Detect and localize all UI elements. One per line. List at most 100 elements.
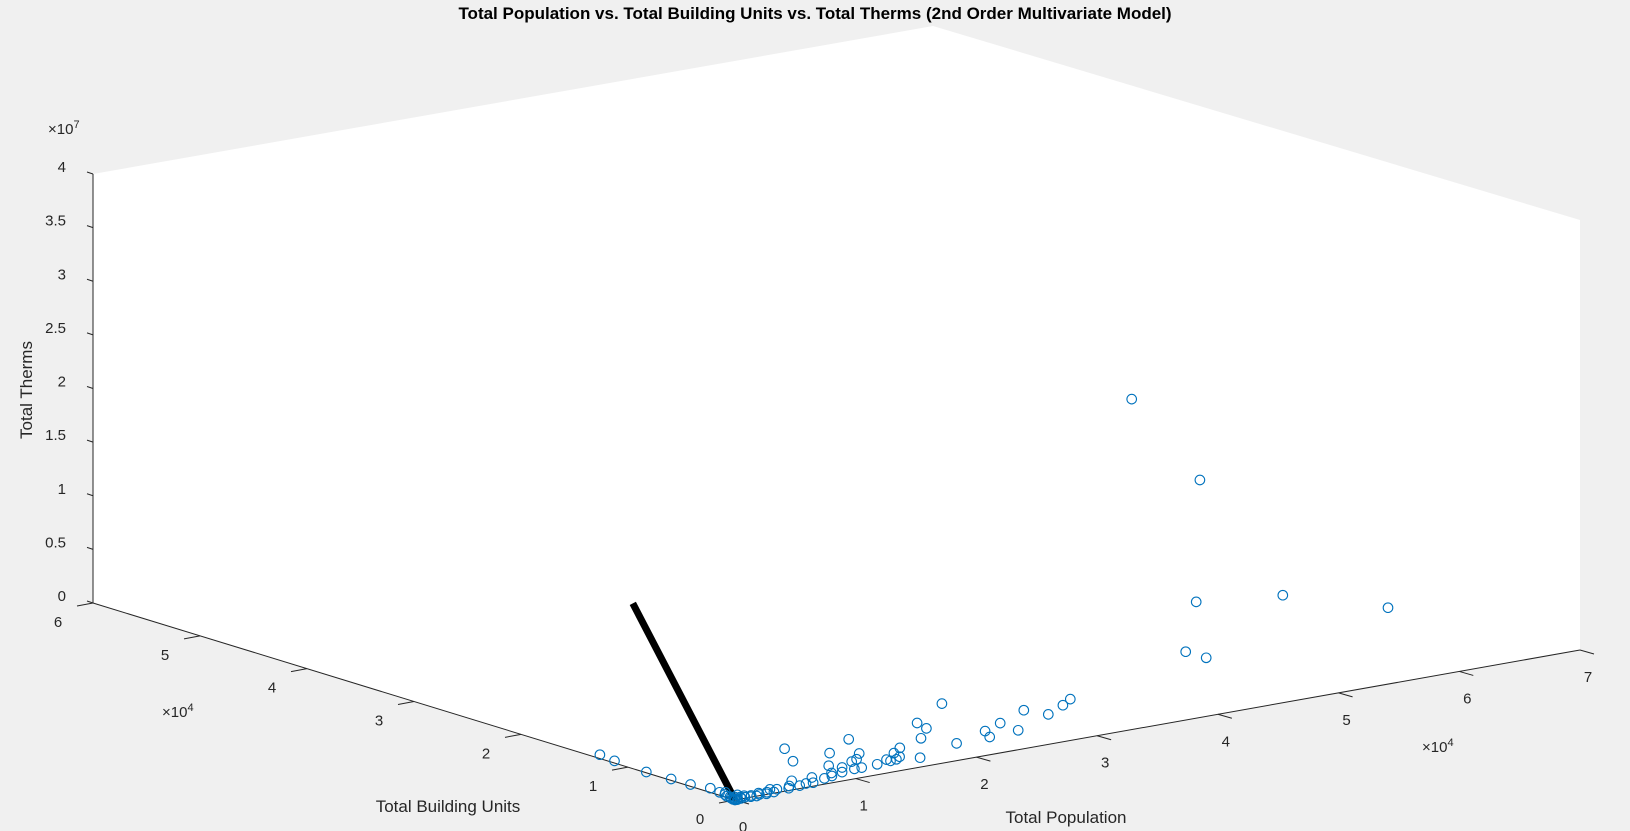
data-point [951,738,962,749]
data-point [911,717,923,729]
data-point [794,780,806,791]
y-tick-label: 1 [589,778,597,795]
y-axis-ticks: 0 1 2 3 4 5 6 [54,602,736,828]
data-point [800,778,812,789]
y-tick-mark [611,766,629,771]
x-tick-mark [1217,713,1232,719]
data-point [685,779,696,790]
data-point [609,755,620,767]
data-point [786,775,798,787]
data-point [824,747,835,759]
data-point [727,793,739,805]
data-point [751,790,763,802]
z-tick-label: 1.5 [45,427,66,444]
x-tick-label: 2 [980,776,988,793]
x-tick-mark [1459,670,1474,676]
x-exponent-label: ×104 [1422,737,1454,756]
y-tick-mark [183,635,201,640]
y-tick-label: 6 [54,614,62,631]
z-tick-label: 3 [58,266,66,283]
data-point [836,762,848,773]
chart-title: Total Population vs. Total Building Unit… [458,4,1171,23]
data-point [881,754,892,765]
x-tick-label: 4 [1222,733,1230,750]
y-tick-label: 0 [696,811,704,828]
y-tick-label: 2 [482,745,490,762]
data-point [771,783,783,795]
z-tick-mark [86,171,94,175]
data-point [779,743,790,755]
z-axis-label: Total Therms [17,341,36,439]
fit-line-layer [629,601,739,802]
z-tick-mark [86,386,94,389]
z-tick-mark [86,439,94,443]
data-point [1018,704,1030,716]
data-point [1057,699,1069,711]
y-tick-mark [504,733,522,738]
x-tick-label: 0 [739,819,747,831]
data-point [761,788,772,800]
z-tick-mark [86,546,94,550]
z-tick-label: 0 [58,588,66,605]
data-point [843,733,855,745]
data-point [665,773,677,785]
data-point [914,752,926,764]
z-axis-ticks: 0 0.5 1 1.5 2 2.5 3 3.5 4 [45,159,94,605]
data-point [1200,652,1212,664]
y-tick-mark [290,668,308,673]
fit-line [629,601,739,802]
x-tick-label: 7 [1584,669,1592,686]
data-point [714,786,725,798]
x-tick-mark [1097,735,1112,741]
data-point [846,756,858,767]
data-point [836,766,848,778]
x-tick-mark [855,778,870,784]
data-point [1042,709,1054,720]
z-exponent-label: ×107 [48,119,80,138]
data-point [823,760,835,772]
data-point [894,742,906,754]
x-tick-mark [1579,649,1595,655]
z-tick-label: 3.5 [45,213,66,230]
data-point [979,725,991,737]
x-tick-mark [976,756,991,762]
data-point [1126,393,1138,405]
data-point [1277,589,1289,601]
data-point [921,723,932,734]
data-point [1190,596,1202,608]
data-point [1194,474,1206,486]
x-axis-ticks: 0 1 2 3 4 5 6 7 [734,649,1595,831]
data-point [719,789,731,800]
x-tick-label: 3 [1101,755,1109,772]
data-point [915,732,927,744]
data-point [807,777,819,789]
data-point [856,762,868,773]
x-tick-label: 6 [1463,690,1471,707]
y-exponent-label: ×104 [162,702,194,721]
data-point [594,749,606,761]
z-tick-label: 4 [58,159,66,176]
z-tick-label: 0.5 [45,534,66,551]
data-point [787,755,799,767]
data-point [851,753,862,765]
data-point [819,773,830,784]
z-tick-label: 2.5 [45,320,66,337]
y-tick-label: 5 [161,647,169,664]
x-axis-label: Total Population [1006,808,1127,827]
data-point [1180,646,1192,658]
z-tick-mark [86,493,94,497]
data-point [732,794,743,805]
data-point [826,767,837,779]
y-tick-mark [76,602,94,607]
x-axis-line [734,649,1581,801]
data-point [936,698,948,709]
data-point [640,766,652,778]
data-point [1012,724,1024,736]
data-point [704,782,716,794]
scatter-points-layer [594,393,1394,806]
z-tick-label: 2 [58,374,66,391]
data-point [1064,693,1076,705]
z-tick-mark [86,225,94,229]
data-point [806,772,818,783]
